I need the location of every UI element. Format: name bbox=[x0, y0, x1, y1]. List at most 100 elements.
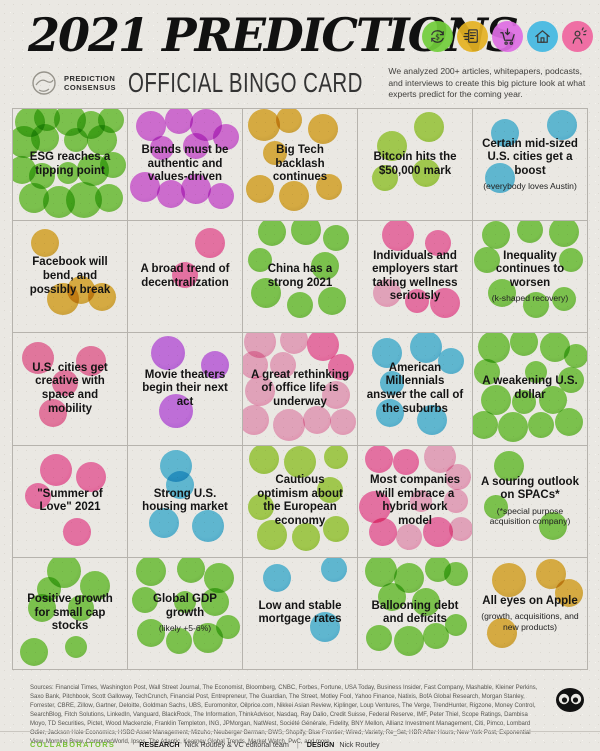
watercolor-blob bbox=[257, 221, 286, 247]
watercolor-blob bbox=[517, 221, 543, 244]
watercolor-blob bbox=[316, 477, 343, 504]
cell-text: American Millennials answer the call of … bbox=[365, 362, 465, 416]
prediction-title: Inequality continues to worsen bbox=[495, 249, 565, 289]
prediction-title: China has a strong 2021 bbox=[267, 263, 333, 289]
cell-text: China has a strong 2021 bbox=[250, 263, 350, 290]
watercolor-blob bbox=[364, 445, 393, 473]
cell-text: Low and stable mortgage rates bbox=[250, 600, 350, 627]
watercolor-blob bbox=[323, 515, 350, 542]
watercolor-blob bbox=[497, 411, 528, 442]
watercolor-blob bbox=[473, 359, 500, 386]
prediction-title: A broad trend of decentralization bbox=[140, 263, 230, 289]
brand-line2: CONSENSUS bbox=[64, 83, 117, 93]
person-sparkle-icon bbox=[562, 21, 593, 52]
bingo-cell: Brands must be authentic and values-driv… bbox=[128, 109, 242, 221]
watercolor-blob bbox=[405, 289, 430, 314]
watercolor-blob bbox=[135, 557, 166, 587]
watercolor-blob bbox=[524, 361, 547, 384]
watercolor-blob bbox=[422, 517, 453, 548]
watercolor-blob bbox=[303, 406, 332, 435]
watercolor-blob bbox=[380, 371, 405, 396]
watercolor-blob bbox=[272, 408, 305, 441]
collaborators-label: COLLABORATORS bbox=[30, 740, 116, 749]
watercolor-blob bbox=[150, 336, 185, 371]
bingo-cell: Positive growth for small cap stocks bbox=[13, 557, 127, 669]
watercolor-blob bbox=[311, 251, 340, 280]
prediction-title: Facebook will bend, and possibly break bbox=[29, 256, 111, 296]
watercolor-blob bbox=[37, 576, 62, 601]
watercolor-blob bbox=[522, 291, 549, 318]
prediction-subtitle: (growth, acquisitions, and new products) bbox=[481, 611, 579, 632]
watercolor-blob bbox=[494, 450, 525, 481]
cell-text: Facebook will bend, and possibly break bbox=[20, 256, 120, 297]
watercolor-blob bbox=[481, 221, 510, 249]
prediction-subtitle: (*special purpose acquisition company) bbox=[489, 505, 571, 527]
bingo-cell: Individuals and employers start taking w… bbox=[358, 221, 472, 333]
watercolor-blob bbox=[287, 291, 313, 318]
watercolor-blob bbox=[75, 346, 106, 377]
watercolor-blob bbox=[176, 557, 205, 583]
watercolor-blob bbox=[149, 508, 180, 539]
watercolor-blob bbox=[413, 111, 444, 142]
watercolor-blob bbox=[213, 123, 240, 150]
watercolor-blob bbox=[369, 518, 398, 547]
watercolor-blob bbox=[510, 333, 539, 357]
watercolor-blob bbox=[166, 628, 193, 655]
watercolor-blob bbox=[208, 182, 235, 209]
watercolor-blob bbox=[563, 343, 587, 368]
watercolor-blob bbox=[279, 180, 310, 211]
cell-text: Strong U.S. housing market bbox=[135, 488, 235, 515]
prediction-title: Bitcoin hits the $50,000 mark bbox=[373, 151, 457, 177]
bingo-cell: "Summer of Love" 2021 bbox=[13, 445, 127, 557]
watercolor-blob bbox=[248, 493, 275, 520]
watercolor-blob bbox=[158, 394, 193, 429]
cell-text: A souring outlook on SPACs* (*special pur… bbox=[480, 476, 580, 527]
watercolor-blob bbox=[157, 179, 186, 208]
cell-text: Ballooning debt and deficits bbox=[365, 600, 465, 627]
watercolor-blob bbox=[191, 509, 224, 542]
watercolor-blob bbox=[307, 114, 338, 144]
header-icon-row: $ bbox=[422, 21, 593, 52]
watercolor-blob bbox=[412, 159, 441, 188]
visual-capitalist-logo bbox=[556, 688, 584, 712]
watercolor-blob bbox=[359, 490, 392, 523]
intro-description: We analyzed 200+ articles, whitepapers, … bbox=[388, 66, 586, 100]
watercolor-blob bbox=[322, 380, 351, 409]
watercolor-blob bbox=[165, 109, 194, 135]
watercolor-blob bbox=[75, 461, 106, 492]
watercolor-blob bbox=[324, 445, 349, 469]
watercolor-blob bbox=[250, 278, 281, 309]
bingo-cell: Global GDP growth (likely +5-6%) bbox=[128, 557, 242, 669]
bingo-cell: ESG reaches a tipping point bbox=[13, 109, 127, 221]
bingo-cell: A great rethinking of office life is und… bbox=[243, 333, 357, 445]
bingo-grid: ESG reaches a tipping point Brands must b… bbox=[12, 108, 588, 670]
prediction-consensus-logo bbox=[32, 71, 56, 96]
watercolor-blob bbox=[422, 622, 449, 649]
watercolor-blob bbox=[290, 221, 321, 246]
watercolor-blob bbox=[284, 446, 316, 479]
cell-text: ESG reaches a tipping point bbox=[20, 151, 120, 178]
watercolor-blob bbox=[328, 353, 355, 380]
watercolor-blob bbox=[174, 591, 196, 614]
watercolor-blob bbox=[424, 230, 451, 257]
bingo-cell: Certain mid-sized U.S. cities get a boos… bbox=[473, 109, 587, 221]
watercolor-blob bbox=[30, 229, 59, 258]
watercolor-blob bbox=[30, 123, 59, 152]
watercolor-blob bbox=[372, 164, 399, 191]
watercolor-blob bbox=[135, 110, 166, 141]
watercolor-blob bbox=[136, 619, 165, 648]
watercolor-blob bbox=[365, 624, 392, 651]
watercolor-blob bbox=[243, 350, 269, 379]
watercolor-blob bbox=[412, 588, 441, 617]
shopping-cart-icon bbox=[492, 21, 523, 52]
prediction-subtitle: (likely +5-6%) bbox=[158, 623, 212, 634]
watercolor-blob bbox=[315, 173, 342, 200]
watercolor-blob bbox=[52, 370, 79, 397]
watercolor-blob bbox=[330, 409, 357, 436]
watercolor-blob bbox=[132, 587, 159, 614]
watercolor-blob bbox=[245, 376, 276, 407]
cell-text: "Summer of Love" 2021 bbox=[20, 488, 120, 515]
watercolor-blob bbox=[100, 151, 127, 178]
watercolor-blob bbox=[323, 224, 350, 251]
prediction-title: A souring outlook on SPACs* bbox=[481, 475, 579, 502]
